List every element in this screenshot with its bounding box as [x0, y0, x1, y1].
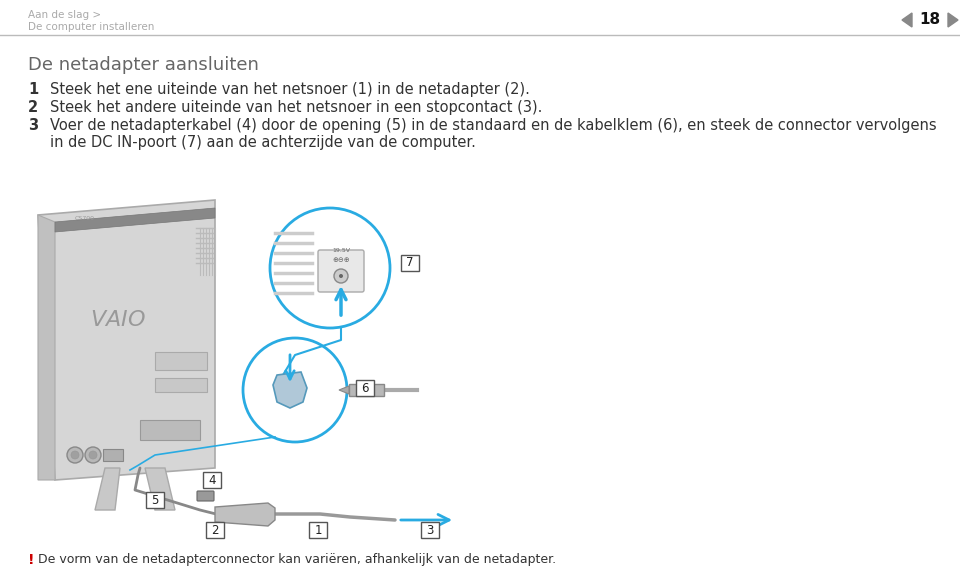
- Text: 5: 5: [152, 494, 158, 507]
- Polygon shape: [339, 386, 349, 394]
- Text: 2: 2: [211, 523, 219, 536]
- FancyBboxPatch shape: [309, 522, 327, 538]
- Text: Steek het ene uiteinde van het netsnoer (1) in de netadapter (2).: Steek het ene uiteinde van het netsnoer …: [50, 82, 530, 97]
- Circle shape: [334, 269, 348, 283]
- FancyBboxPatch shape: [421, 522, 439, 538]
- FancyBboxPatch shape: [140, 420, 200, 440]
- Text: 3: 3: [28, 118, 38, 133]
- Circle shape: [339, 274, 343, 278]
- Text: De computer installeren: De computer installeren: [28, 22, 155, 32]
- Text: 4: 4: [208, 474, 216, 487]
- Circle shape: [71, 451, 79, 459]
- Text: De vorm van de netadapterconnector kan variëren, afhankelijk van de netadapter.: De vorm van de netadapterconnector kan v…: [38, 553, 556, 566]
- Polygon shape: [215, 503, 275, 526]
- Polygon shape: [38, 200, 215, 480]
- Polygon shape: [55, 208, 215, 232]
- FancyBboxPatch shape: [203, 472, 221, 488]
- FancyBboxPatch shape: [349, 384, 384, 396]
- Polygon shape: [902, 13, 912, 27]
- FancyBboxPatch shape: [103, 449, 123, 461]
- FancyBboxPatch shape: [155, 352, 207, 370]
- FancyBboxPatch shape: [318, 250, 364, 292]
- Text: 7: 7: [406, 256, 414, 270]
- Polygon shape: [38, 215, 55, 480]
- Text: ⊕⊖⊕: ⊕⊖⊕: [332, 257, 349, 263]
- FancyBboxPatch shape: [146, 492, 164, 508]
- Text: 6: 6: [361, 381, 369, 394]
- Polygon shape: [948, 13, 958, 27]
- Text: Aan de slag >: Aan de slag >: [28, 10, 101, 20]
- Circle shape: [85, 447, 101, 463]
- Text: Steek het andere uiteinde van het netsnoer in een stopcontact (3).: Steek het andere uiteinde van het netsno…: [50, 100, 542, 115]
- FancyBboxPatch shape: [155, 378, 207, 392]
- Polygon shape: [95, 468, 120, 510]
- Text: 1: 1: [314, 523, 322, 536]
- Text: $\mathit{VAIO}$: $\mathit{VAIO}$: [90, 310, 146, 330]
- Text: 18: 18: [920, 13, 941, 27]
- Text: 19.5V: 19.5V: [332, 247, 350, 253]
- Text: 2: 2: [28, 100, 38, 115]
- Text: Voer de netadapterkabel (4) door de opening (5) in de standaard en de kabelklem : Voer de netadapterkabel (4) door de open…: [50, 118, 937, 150]
- FancyBboxPatch shape: [206, 522, 224, 538]
- Text: 1: 1: [28, 82, 38, 97]
- Polygon shape: [145, 468, 175, 510]
- Text: De netadapter aansluiten: De netadapter aansluiten: [28, 56, 259, 74]
- FancyBboxPatch shape: [356, 380, 374, 396]
- FancyBboxPatch shape: [401, 255, 419, 271]
- Circle shape: [67, 447, 83, 463]
- Text: CS700: CS700: [75, 215, 95, 221]
- FancyBboxPatch shape: [197, 491, 214, 501]
- Text: 3: 3: [426, 523, 434, 536]
- Text: !: !: [28, 553, 35, 567]
- Circle shape: [89, 451, 97, 459]
- Polygon shape: [273, 372, 307, 408]
